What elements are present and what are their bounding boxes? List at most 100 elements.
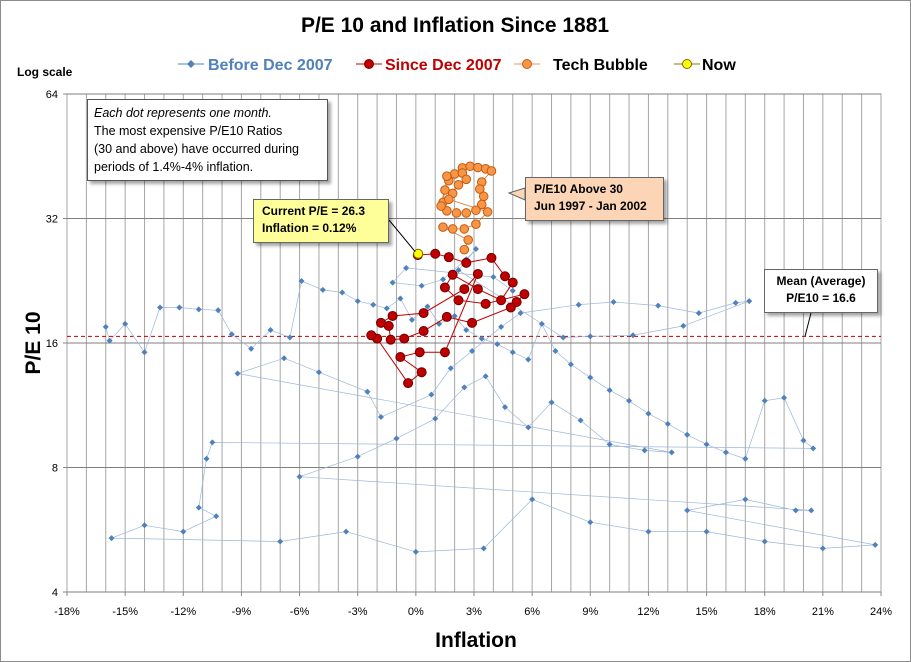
- data-point: [432, 415, 439, 422]
- data-point: [525, 424, 532, 431]
- data-point: [505, 302, 516, 313]
- data-point: [403, 264, 410, 271]
- series-line: [105, 248, 876, 553]
- data-point: [529, 496, 536, 503]
- note-line-4: periods of 1.4%-4% inflation.: [94, 160, 254, 174]
- data-point: [438, 222, 448, 232]
- data-point: [478, 335, 485, 342]
- data-point: [393, 435, 400, 442]
- data-point: [428, 391, 435, 398]
- data-point: [695, 310, 702, 317]
- data-point: [228, 331, 235, 338]
- data-point: [440, 185, 450, 195]
- data-point: [463, 235, 473, 245]
- data-point: [441, 311, 452, 322]
- data-point: [286, 334, 293, 341]
- data-point: [498, 323, 505, 330]
- data-point: [418, 282, 425, 289]
- data-point: [664, 420, 671, 427]
- data-point: [472, 268, 483, 279]
- x-tick-label: -12%: [170, 606, 196, 618]
- data-point: [587, 333, 594, 340]
- data-point: [606, 441, 613, 448]
- data-point: [475, 184, 485, 194]
- x-tick-label: 24%: [870, 606, 892, 618]
- data-point: [548, 399, 555, 406]
- data-point: [500, 271, 511, 282]
- current-pe-leader: [388, 219, 416, 253]
- data-point: [703, 441, 710, 448]
- data-point: [439, 276, 446, 283]
- note-line-1: Each dot represents one month.: [94, 106, 272, 120]
- data-point: [517, 310, 524, 317]
- data-point: [408, 316, 415, 323]
- data-point: [560, 334, 567, 341]
- data-point: [461, 384, 468, 391]
- x-tick-label: -3%: [348, 606, 368, 618]
- data-point: [383, 305, 390, 312]
- data-point: [761, 538, 768, 545]
- data-point: [472, 246, 479, 253]
- data-point: [629, 332, 636, 339]
- data-point: [509, 349, 516, 356]
- data-point: [577, 417, 584, 424]
- data-point: [494, 341, 501, 348]
- data-point: [339, 289, 346, 296]
- data-point: [209, 439, 216, 446]
- legend-item-since: Since Dec 2007: [356, 57, 502, 74]
- data-point: [203, 455, 210, 462]
- data-point: [375, 317, 386, 328]
- data-point: [808, 507, 815, 514]
- legend-item-tech: Tech Bubble: [514, 57, 648, 74]
- axis-ticks: -18% -15% -12% -9% -6% -3% 0% 3% 6% 9% 12% 15% 18% 21…: [46, 89, 892, 618]
- data-point: [575, 301, 582, 308]
- legend-marker-now: [682, 59, 692, 69]
- data-point: [176, 304, 183, 311]
- data-point: [645, 410, 652, 417]
- data-point: [482, 207, 493, 217]
- x-tick-label: -6%: [290, 606, 310, 618]
- legend-marker-before: [187, 60, 195, 68]
- data-point: [610, 299, 617, 306]
- data-point: [606, 387, 613, 394]
- data-point: [472, 284, 483, 295]
- data-point: [486, 166, 497, 176]
- note-line-2: The most expensive P/E10 Ratios: [94, 124, 283, 138]
- data-point: [180, 528, 187, 535]
- data-point: [792, 507, 799, 514]
- data-point: [354, 298, 361, 305]
- data-point: [552, 348, 559, 355]
- mean-callout: Mean (Average) P/E10 = 16.6: [764, 269, 878, 313]
- data-point: [449, 169, 460, 179]
- mean-leader: [804, 312, 812, 337]
- data-point: [108, 535, 115, 542]
- data-point: [377, 413, 384, 420]
- data-point: [819, 545, 826, 552]
- data-point: [480, 298, 491, 309]
- data-point: [461, 208, 472, 218]
- data-point: [655, 302, 662, 309]
- data-point: [436, 201, 446, 211]
- series-1: [366, 248, 530, 389]
- data-point: [482, 373, 489, 380]
- series-2: [436, 161, 497, 255]
- data-point: [453, 180, 464, 190]
- data-point: [451, 312, 458, 319]
- data-point: [567, 361, 574, 368]
- x-tick-label: -15%: [112, 606, 138, 618]
- data-point: [403, 378, 414, 389]
- data-point: [668, 449, 675, 456]
- y-tick-label: 4: [52, 587, 58, 599]
- data-point: [502, 404, 509, 411]
- legend: Before Dec 2007 Since Dec 2007 Tech Bubb…: [178, 57, 736, 74]
- data-point: [412, 548, 419, 555]
- data-point: [471, 219, 481, 230]
- data-point: [476, 199, 487, 210]
- chart-title: P/E 10 and Inflation Since 1881: [301, 14, 609, 37]
- data-point: [267, 327, 274, 334]
- data-point: [451, 208, 462, 218]
- data-point: [684, 431, 691, 438]
- data-point: [810, 445, 817, 452]
- y-axis-title: P/E 10: [22, 311, 45, 374]
- y-scale-label: Log scale: [17, 65, 73, 79]
